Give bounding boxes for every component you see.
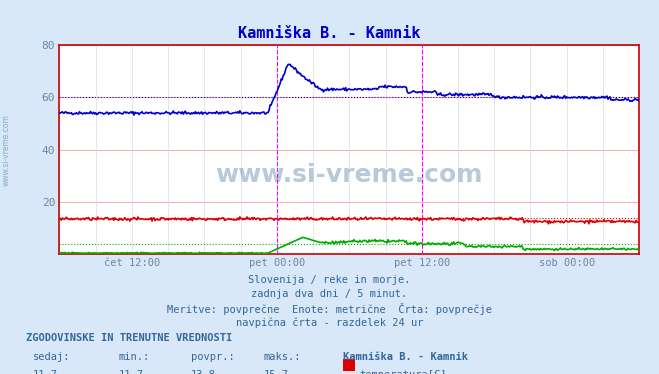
Text: 11,7: 11,7 <box>119 370 144 374</box>
Text: 13,8: 13,8 <box>191 370 216 374</box>
Text: 15,7: 15,7 <box>264 370 289 374</box>
Text: Slovenija / reke in morje.: Slovenija / reke in morje. <box>248 275 411 285</box>
Text: zadnja dva dni / 5 minut.: zadnja dva dni / 5 minut. <box>251 289 408 299</box>
Text: sedaj:: sedaj: <box>33 352 71 362</box>
Text: temperatura[C]: temperatura[C] <box>359 370 447 374</box>
Text: Meritve: povprečne  Enote: metrične  Črta: povprečje: Meritve: povprečne Enote: metrične Črta:… <box>167 303 492 315</box>
FancyBboxPatch shape <box>343 359 355 371</box>
Text: ZGODOVINSKE IN TRENUTNE VREDNOSTI: ZGODOVINSKE IN TRENUTNE VREDNOSTI <box>26 333 233 343</box>
Text: www.si-vreme.com: www.si-vreme.com <box>2 114 11 186</box>
Text: min.:: min.: <box>119 352 150 362</box>
Text: povpr.:: povpr.: <box>191 352 235 362</box>
Text: navpična črta - razdelek 24 ur: navpična črta - razdelek 24 ur <box>236 318 423 328</box>
Text: maks.:: maks.: <box>264 352 301 362</box>
Text: www.si-vreme.com: www.si-vreme.com <box>215 163 483 187</box>
Text: Kamniška B. - Kamnik: Kamniška B. - Kamnik <box>239 26 420 41</box>
Text: 11,7: 11,7 <box>33 370 58 374</box>
Text: Kamniška B. - Kamnik: Kamniška B. - Kamnik <box>343 352 468 362</box>
